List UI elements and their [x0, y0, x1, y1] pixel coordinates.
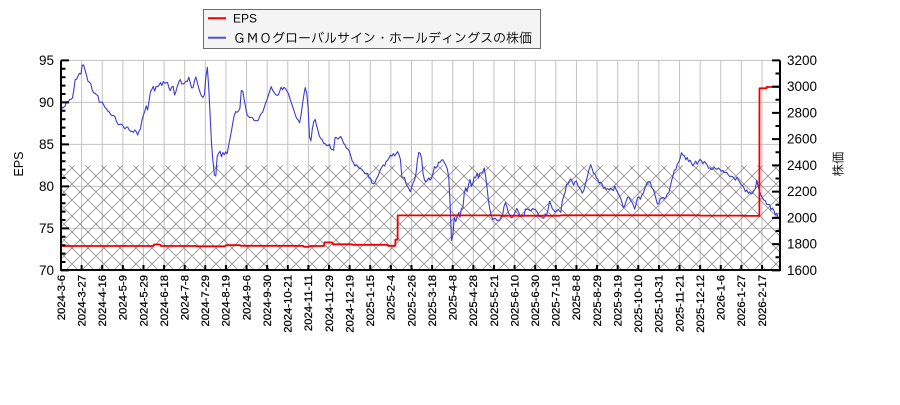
svg-text:90: 90: [39, 95, 54, 110]
svg-text:2024-7-8: 2024-7-8: [179, 275, 191, 320]
svg-text:2024-8-19: 2024-8-19: [221, 275, 233, 327]
svg-text:3000: 3000: [787, 79, 817, 94]
svg-text:2600: 2600: [787, 132, 817, 147]
svg-text:2025-8-8: 2025-8-8: [571, 275, 583, 320]
svg-text:2024-11-11: 2024-11-11: [303, 275, 315, 331]
svg-text:2025-4-8: 2025-4-8: [448, 275, 460, 320]
svg-text:95: 95: [39, 53, 54, 68]
svg-text:2024-7-29: 2024-7-29: [200, 275, 212, 327]
svg-text:EPS: EPS: [12, 151, 26, 176]
svg-text:2025-2-4: 2025-2-4: [386, 275, 398, 320]
svg-text:2000: 2000: [787, 211, 817, 226]
svg-text:2800: 2800: [787, 106, 817, 121]
svg-text:2200: 2200: [787, 184, 817, 199]
svg-text:2025-5-21: 2025-5-21: [489, 275, 501, 327]
svg-text:2024-5-29: 2024-5-29: [138, 275, 150, 327]
svg-text:2025-1-15: 2025-1-15: [365, 275, 377, 327]
svg-text:2024-3-6: 2024-3-6: [56, 275, 68, 320]
svg-text:2025-4-28: 2025-4-28: [468, 275, 480, 327]
svg-text:2026-1-27: 2026-1-27: [736, 275, 748, 327]
svg-text:2024-11-29: 2024-11-29: [324, 275, 336, 332]
svg-text:2025-9-19: 2025-9-19: [613, 275, 625, 327]
svg-text:2024-3-27: 2024-3-27: [76, 275, 88, 327]
svg-text:2024-5-9: 2024-5-9: [118, 275, 130, 320]
svg-text:2025-2-26: 2025-2-26: [406, 275, 418, 327]
svg-text:2026-2-17: 2026-2-17: [757, 275, 769, 327]
svg-text:2025-6-10: 2025-6-10: [509, 275, 521, 327]
svg-text:3200: 3200: [787, 53, 817, 68]
svg-text:2025-10-10: 2025-10-10: [633, 275, 645, 333]
svg-text:2025-6-30: 2025-6-30: [530, 275, 542, 327]
svg-text:2025-12-12: 2025-12-12: [695, 275, 707, 333]
svg-text:2025-7-18: 2025-7-18: [551, 275, 563, 327]
svg-text:75: 75: [39, 221, 54, 236]
svg-text:2026-1-6: 2026-1-6: [716, 275, 728, 320]
svg-text:85: 85: [39, 137, 54, 152]
svg-text:80: 80: [39, 179, 54, 194]
svg-text:EPS: EPS: [233, 12, 257, 26]
svg-text:2024-12-19: 2024-12-19: [344, 275, 356, 333]
svg-text:2024-9-30: 2024-9-30: [262, 275, 274, 327]
svg-text:2025-10-31: 2025-10-31: [654, 275, 666, 333]
svg-text:1600: 1600: [787, 263, 817, 278]
svg-text:2024-6-18: 2024-6-18: [159, 275, 171, 327]
svg-text:2024-10-21: 2024-10-21: [283, 275, 295, 333]
svg-text:2025-3-18: 2025-3-18: [427, 275, 439, 327]
svg-text:2025-8-29: 2025-8-29: [592, 275, 604, 327]
svg-text:70: 70: [39, 263, 54, 278]
svg-text:2024-4-16: 2024-4-16: [97, 275, 109, 327]
svg-text:2400: 2400: [787, 158, 817, 173]
svg-text:2025-11-21: 2025-11-21: [674, 275, 686, 332]
svg-text:2024-9-6: 2024-9-6: [241, 275, 253, 320]
svg-text:1800: 1800: [787, 237, 817, 252]
